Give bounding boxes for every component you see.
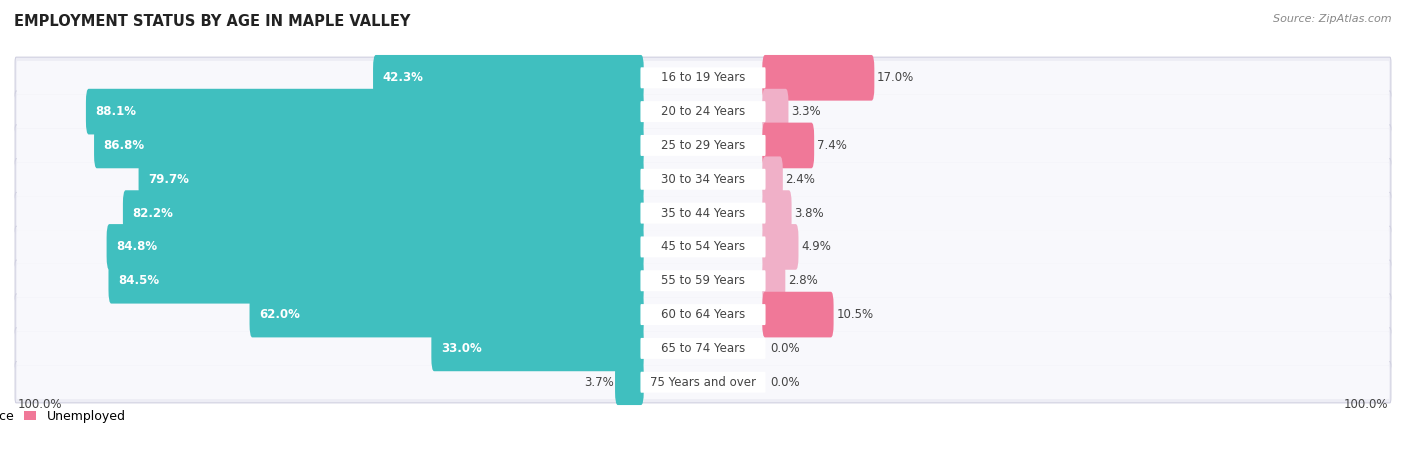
Text: 4.9%: 4.9%: [801, 240, 831, 253]
FancyBboxPatch shape: [762, 292, 834, 337]
Text: 84.5%: 84.5%: [118, 274, 159, 287]
FancyBboxPatch shape: [17, 331, 1389, 365]
Text: 86.8%: 86.8%: [104, 139, 145, 152]
Text: 42.3%: 42.3%: [382, 71, 423, 84]
FancyBboxPatch shape: [139, 156, 644, 202]
Text: 82.2%: 82.2%: [132, 207, 173, 220]
FancyBboxPatch shape: [641, 270, 765, 291]
FancyBboxPatch shape: [641, 236, 765, 258]
Text: 7.4%: 7.4%: [817, 139, 846, 152]
FancyBboxPatch shape: [15, 125, 1391, 166]
Text: 60 to 64 Years: 60 to 64 Years: [661, 308, 745, 321]
Text: 17.0%: 17.0%: [877, 71, 914, 84]
Text: 3.3%: 3.3%: [792, 105, 821, 118]
FancyBboxPatch shape: [762, 224, 799, 270]
FancyBboxPatch shape: [17, 129, 1389, 162]
FancyBboxPatch shape: [17, 196, 1389, 230]
FancyBboxPatch shape: [641, 202, 765, 224]
Text: 10.5%: 10.5%: [837, 308, 873, 321]
Text: 20 to 24 Years: 20 to 24 Years: [661, 105, 745, 118]
Text: EMPLOYMENT STATUS BY AGE IN MAPLE VALLEY: EMPLOYMENT STATUS BY AGE IN MAPLE VALLEY: [14, 14, 411, 28]
FancyBboxPatch shape: [432, 326, 644, 371]
Text: 35 to 44 Years: 35 to 44 Years: [661, 207, 745, 220]
FancyBboxPatch shape: [614, 359, 644, 405]
FancyBboxPatch shape: [108, 258, 644, 304]
FancyBboxPatch shape: [641, 372, 765, 393]
Text: 79.7%: 79.7%: [148, 173, 188, 186]
FancyBboxPatch shape: [373, 55, 644, 101]
FancyBboxPatch shape: [86, 89, 644, 134]
Text: 30 to 34 Years: 30 to 34 Years: [661, 173, 745, 186]
FancyBboxPatch shape: [641, 338, 765, 359]
FancyBboxPatch shape: [17, 162, 1389, 196]
Text: 25 to 29 Years: 25 to 29 Years: [661, 139, 745, 152]
Text: 88.1%: 88.1%: [96, 105, 136, 118]
FancyBboxPatch shape: [15, 328, 1391, 369]
Text: 62.0%: 62.0%: [259, 308, 299, 321]
FancyBboxPatch shape: [762, 89, 789, 134]
Text: 0.0%: 0.0%: [770, 376, 800, 389]
FancyBboxPatch shape: [17, 61, 1389, 95]
FancyBboxPatch shape: [17, 264, 1389, 298]
FancyBboxPatch shape: [641, 169, 765, 190]
FancyBboxPatch shape: [107, 224, 644, 270]
Text: 2.8%: 2.8%: [789, 274, 818, 287]
Text: 16 to 19 Years: 16 to 19 Years: [661, 71, 745, 84]
FancyBboxPatch shape: [15, 57, 1391, 98]
Text: 0.0%: 0.0%: [770, 342, 800, 355]
FancyBboxPatch shape: [641, 135, 765, 156]
FancyBboxPatch shape: [641, 101, 765, 122]
FancyBboxPatch shape: [762, 258, 786, 304]
FancyBboxPatch shape: [15, 260, 1391, 301]
Text: 84.8%: 84.8%: [117, 240, 157, 253]
Text: 3.8%: 3.8%: [794, 207, 824, 220]
FancyBboxPatch shape: [15, 294, 1391, 335]
FancyBboxPatch shape: [122, 190, 644, 236]
FancyBboxPatch shape: [641, 67, 765, 88]
FancyBboxPatch shape: [94, 123, 644, 168]
FancyBboxPatch shape: [15, 159, 1391, 200]
Text: 75 Years and over: 75 Years and over: [650, 376, 756, 389]
FancyBboxPatch shape: [762, 123, 814, 168]
FancyBboxPatch shape: [17, 230, 1389, 264]
Text: 33.0%: 33.0%: [441, 342, 482, 355]
FancyBboxPatch shape: [762, 190, 792, 236]
Text: 45 to 54 Years: 45 to 54 Years: [661, 240, 745, 253]
FancyBboxPatch shape: [641, 304, 765, 325]
FancyBboxPatch shape: [15, 193, 1391, 234]
Text: Source: ZipAtlas.com: Source: ZipAtlas.com: [1274, 14, 1392, 23]
Text: 100.0%: 100.0%: [17, 398, 62, 411]
Legend: In Labor Force, Unemployed: In Labor Force, Unemployed: [0, 405, 131, 428]
FancyBboxPatch shape: [15, 226, 1391, 267]
FancyBboxPatch shape: [249, 292, 644, 337]
Text: 55 to 59 Years: 55 to 59 Years: [661, 274, 745, 287]
Text: 2.4%: 2.4%: [786, 173, 815, 186]
Text: 3.7%: 3.7%: [585, 376, 614, 389]
FancyBboxPatch shape: [762, 55, 875, 101]
FancyBboxPatch shape: [15, 91, 1391, 132]
FancyBboxPatch shape: [17, 298, 1389, 331]
FancyBboxPatch shape: [17, 95, 1389, 129]
FancyBboxPatch shape: [15, 362, 1391, 403]
FancyBboxPatch shape: [762, 156, 783, 202]
FancyBboxPatch shape: [17, 365, 1389, 399]
Text: 65 to 74 Years: 65 to 74 Years: [661, 342, 745, 355]
Text: 100.0%: 100.0%: [1344, 398, 1389, 411]
